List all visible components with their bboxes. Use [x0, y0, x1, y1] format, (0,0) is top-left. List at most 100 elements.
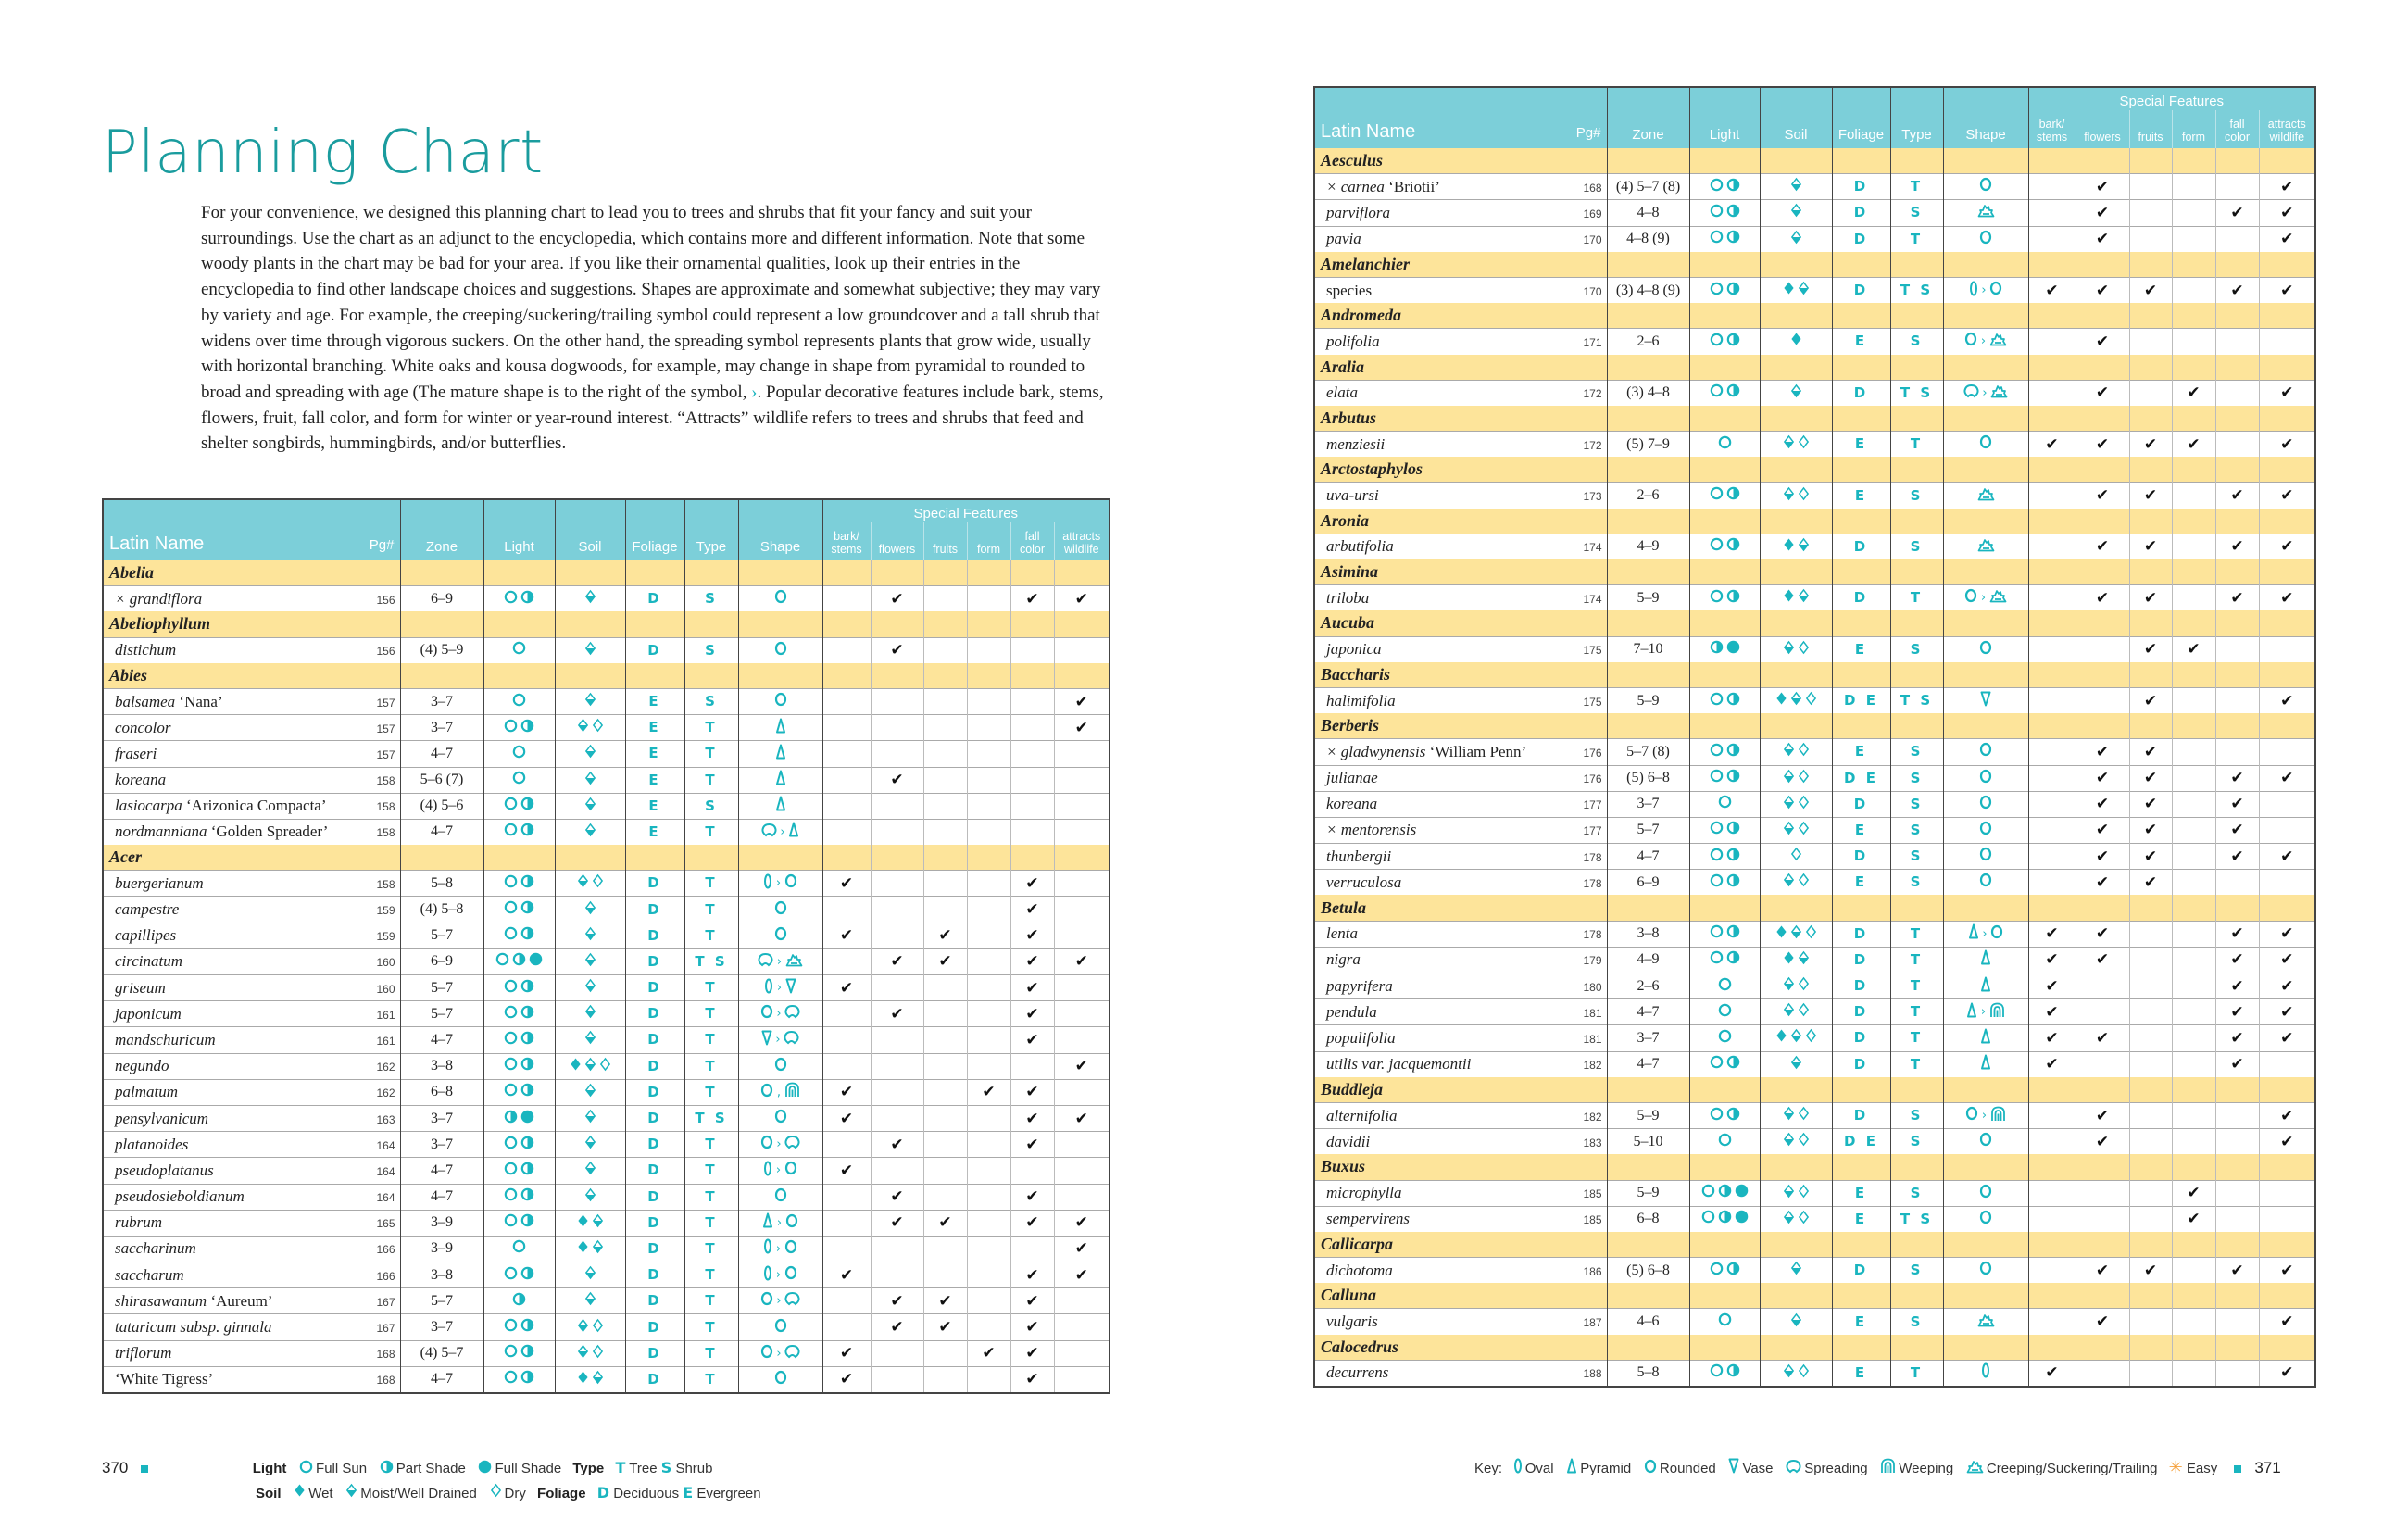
- feature-cell-flowers: [870, 687, 923, 715]
- moist-soil-icon: [1783, 1184, 1795, 1203]
- feature-cell-form: [2171, 1308, 2215, 1335]
- check-icon: ✔: [2230, 1028, 2244, 1048]
- feature-cell-fall-color: ✔: [1010, 1339, 1054, 1367]
- latin-name-cell: 169 parviflora: [1314, 199, 1607, 227]
- empty-cell: [1889, 251, 1943, 278]
- empty-cell: [1688, 405, 1760, 432]
- foliage-cell: D: [1831, 1101, 1890, 1129]
- feature-header: fall color: [1010, 522, 1054, 560]
- light-cell: [1688, 635, 1760, 662]
- feature-cell-flowers: ✔: [870, 1209, 923, 1237]
- feature-cell-bark-stems: ✔: [2027, 946, 2076, 973]
- species-epithet: mandschuricum: [115, 1030, 216, 1049]
- type-cell: T: [684, 1365, 738, 1393]
- type-cell: S: [684, 687, 738, 715]
- table-row: 179 nigra 4–9 D T ✔ ✔ ✔ ✔: [1314, 946, 2316, 973]
- light-cell: [483, 792, 555, 820]
- feature-cell-attracts-wildlife: ✔: [2258, 1257, 2316, 1284]
- species-name: verruculosa: [1315, 873, 1401, 891]
- weeping-shape-icon: [1990, 1106, 2006, 1126]
- foliage-cell: D: [624, 1287, 684, 1314]
- pyramid-shape-icon: [1980, 976, 1991, 997]
- feature-header: fruits: [922, 522, 967, 560]
- feature-cell-attracts-wildlife: ✔: [2258, 1359, 2316, 1387]
- check-icon: ✔: [938, 926, 952, 946]
- species-epithet: campestre: [115, 900, 180, 919]
- feature-cell-fruits: [922, 1000, 967, 1027]
- feature-cell-fruits: ✔: [2128, 816, 2172, 844]
- empty-cell: [1831, 713, 1890, 739]
- species-name: × grandiflora: [104, 590, 202, 608]
- oval-shape-icon: [1513, 1458, 1523, 1481]
- feature-cell-bark-stems: [821, 1235, 871, 1262]
- foliage-letter: D: [647, 1083, 662, 1100]
- type-letter: T S: [1900, 1210, 1934, 1227]
- table-row: 170 pavia 4–8 (9) D T ✔ ✔: [1314, 225, 2316, 252]
- light-cell: [1688, 843, 1760, 870]
- rounded-shape-icon: [1979, 795, 1992, 814]
- check-icon: ✔: [1074, 1109, 1088, 1128]
- latin-name-cell: 178 lenta: [1314, 920, 1607, 948]
- check-icon: ✔: [2095, 434, 2110, 454]
- moist-soil-icon: [1790, 691, 1802, 710]
- check-icon: ✔: [2280, 230, 2294, 249]
- check-icon: ✔: [2095, 769, 2110, 788]
- feature-cell-form: [2171, 584, 2215, 611]
- feature-cell-attracts-wildlife: ✔: [1053, 687, 1110, 715]
- species-name: parviflora: [1315, 204, 1390, 221]
- foliage-cell: E: [1831, 1179, 1890, 1207]
- feature-cell-fall-color: ✔: [2214, 1024, 2259, 1052]
- foliage-letter: D: [647, 1239, 662, 1257]
- check-icon: ✔: [1025, 978, 1039, 998]
- dry-soil-icon: [1798, 486, 1810, 506]
- species-epithet: capillipes: [115, 926, 177, 945]
- feature-cell-bark-stems: [821, 948, 871, 975]
- legend-moist: Moist/Well Drained: [360, 1485, 477, 1501]
- feature-cell-fall-color: ✔: [1010, 1287, 1054, 1314]
- check-icon: ✔: [1025, 1109, 1039, 1128]
- soil-cell: [1759, 1128, 1832, 1155]
- foliage-cell: D: [1831, 584, 1890, 611]
- rounded-shape-icon: [774, 641, 787, 660]
- shape-cell: [1942, 738, 2028, 765]
- light-cell: [483, 687, 555, 715]
- pyramid-shape-icon: [1980, 1054, 1991, 1074]
- check-icon: ✔: [2187, 434, 2201, 454]
- oval-shape-icon: [763, 1161, 772, 1181]
- type-cell: T: [684, 870, 738, 897]
- feature-cell-bark-stems: [2027, 1308, 2076, 1335]
- species-name: lenta: [1315, 924, 1358, 942]
- foliage-letter: D: [647, 1292, 662, 1310]
- wet-soil-icon: [1775, 1028, 1787, 1048]
- feature-cell-fall-color: ✔: [2214, 276, 2259, 304]
- table-row: 156 distichum (4) 5–9 D S ✔: [103, 636, 1110, 663]
- shape-cell: [737, 766, 822, 794]
- species-name: papyrifera: [1315, 977, 1393, 995]
- key-label: Key:: [1474, 1461, 1503, 1476]
- check-icon: ✔: [2280, 1261, 2294, 1280]
- zone-cell: 3–8: [399, 1052, 483, 1080]
- species-epithet: saccharum: [115, 1265, 184, 1284]
- empty-cell: [1942, 457, 2028, 483]
- empty-cell: [2027, 508, 2076, 534]
- shape-cell: [737, 1183, 822, 1211]
- latin-name-cell: 158 koreana: [103, 766, 400, 794]
- species-name: capillipes: [104, 926, 176, 944]
- moist-soil-icon: [1783, 1363, 1795, 1383]
- genus-name: Acer: [103, 845, 400, 871]
- type-cell: T S: [1889, 1205, 1943, 1232]
- shape-cell: [1942, 843, 2028, 870]
- moist-soil-icon: [1783, 640, 1795, 659]
- foliage-cell: D: [1831, 1257, 1890, 1284]
- feature-cell-fruits: [922, 1052, 967, 1080]
- special-features-header: Special Features: [2027, 87, 2316, 110]
- feature-cell-form: [966, 818, 1010, 846]
- check-icon: ✔: [2143, 434, 2158, 454]
- page-ref: 160: [376, 982, 395, 996]
- check-icon: ✔: [1025, 926, 1039, 946]
- type-letter: T S: [695, 952, 728, 970]
- table-row: 170 species (3) 4–8 (9) D T S › ✔ ✔ ✔ ✔ ✔: [1314, 276, 2316, 304]
- foliage-cell: D: [1831, 843, 1890, 870]
- foliage-cell: D E: [1831, 686, 1890, 714]
- species-epithet: japonicum: [115, 1004, 182, 1023]
